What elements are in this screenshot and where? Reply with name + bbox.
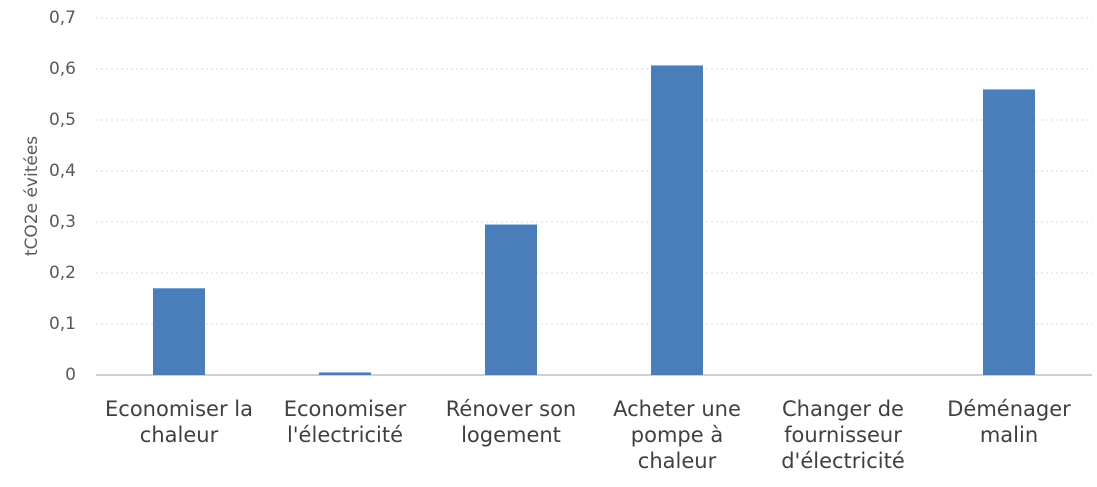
bar (319, 372, 371, 375)
y-tick-label: 0,7 (49, 8, 76, 28)
bar (485, 224, 537, 375)
bar (983, 89, 1035, 376)
y-tick-label: 0 (65, 365, 76, 385)
y-tick-label: 0,3 (49, 212, 76, 232)
x-tick-label: Déménager malin (947, 397, 1071, 448)
bar (651, 65, 703, 376)
y-tick-label: 0,4 (49, 161, 76, 181)
x-tick-label: Rénover son logement (445, 397, 577, 448)
x-tick-label: Economiser la chaleur (105, 397, 253, 448)
x-tick-label: Economiser l'électricité (283, 397, 407, 448)
x-tick-label: Acheter une pompe à chaleur (613, 397, 741, 474)
y-axis-label: tCO2e évitées (22, 136, 42, 256)
y-tick-label: 0,1 (49, 314, 76, 334)
y-tick-label: 0,6 (49, 59, 76, 79)
y-tick-label: 0,2 (49, 263, 76, 283)
x-tick-label: Changer de fournisseur d'électricité (781, 397, 905, 474)
bar (153, 288, 205, 375)
y-tick-label: 0,5 (49, 110, 76, 130)
